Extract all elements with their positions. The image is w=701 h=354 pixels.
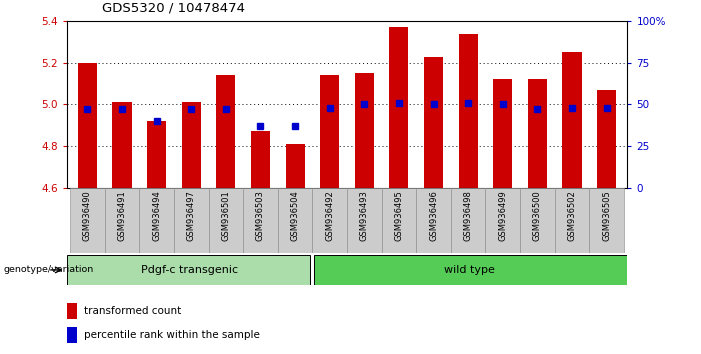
Text: GSM936494: GSM936494 — [152, 190, 161, 241]
Text: genotype/variation: genotype/variation — [4, 266, 94, 274]
Bar — [70, 188, 104, 253]
Text: GSM936498: GSM936498 — [463, 190, 472, 241]
Text: GSM936491: GSM936491 — [118, 190, 126, 241]
Text: GSM936505: GSM936505 — [602, 190, 611, 241]
Bar — [494, 79, 512, 188]
Bar — [217, 75, 236, 188]
Bar — [486, 188, 520, 253]
Text: GSM936503: GSM936503 — [256, 190, 265, 241]
Bar — [251, 131, 270, 188]
Bar — [182, 102, 200, 188]
Bar — [285, 144, 305, 188]
Text: GSM936495: GSM936495 — [395, 190, 403, 241]
Bar — [67, 255, 311, 285]
Bar — [590, 188, 624, 253]
Bar — [78, 63, 97, 188]
Text: GDS5320 / 10478474: GDS5320 / 10478474 — [102, 1, 245, 14]
Bar — [597, 90, 616, 188]
Bar — [112, 102, 132, 188]
Text: wild type: wild type — [444, 265, 495, 275]
Bar — [320, 75, 339, 188]
Text: GSM936500: GSM936500 — [533, 190, 542, 241]
Text: GSM936501: GSM936501 — [222, 190, 231, 241]
Bar — [451, 188, 486, 253]
Bar — [139, 188, 174, 253]
Bar — [347, 188, 381, 253]
Text: GSM936492: GSM936492 — [325, 190, 334, 241]
Text: GSM936504: GSM936504 — [291, 190, 299, 241]
Bar — [313, 255, 627, 285]
Bar — [424, 57, 443, 188]
Bar — [174, 188, 208, 253]
Text: GSM936502: GSM936502 — [568, 190, 576, 241]
Bar — [147, 121, 166, 188]
Bar — [381, 188, 416, 253]
Bar — [355, 73, 374, 188]
Bar — [389, 28, 409, 188]
Bar — [208, 188, 243, 253]
Bar — [520, 188, 554, 253]
Bar — [278, 188, 313, 253]
Bar — [562, 52, 582, 188]
Bar — [313, 188, 347, 253]
Text: GSM936493: GSM936493 — [360, 190, 369, 241]
Text: GSM936497: GSM936497 — [186, 190, 196, 241]
Bar — [243, 188, 278, 253]
Bar — [554, 188, 590, 253]
Bar — [458, 34, 477, 188]
Text: Pdgf-c transgenic: Pdgf-c transgenic — [141, 265, 238, 275]
Bar — [416, 188, 451, 253]
Text: GSM936499: GSM936499 — [498, 190, 508, 241]
Bar — [528, 79, 547, 188]
Bar — [67, 303, 77, 319]
Bar — [104, 188, 139, 253]
Text: GSM936490: GSM936490 — [83, 190, 92, 241]
Bar — [67, 327, 77, 343]
Text: transformed count: transformed count — [84, 306, 182, 316]
Text: GSM936496: GSM936496 — [429, 190, 438, 241]
Text: percentile rank within the sample: percentile rank within the sample — [84, 330, 260, 340]
